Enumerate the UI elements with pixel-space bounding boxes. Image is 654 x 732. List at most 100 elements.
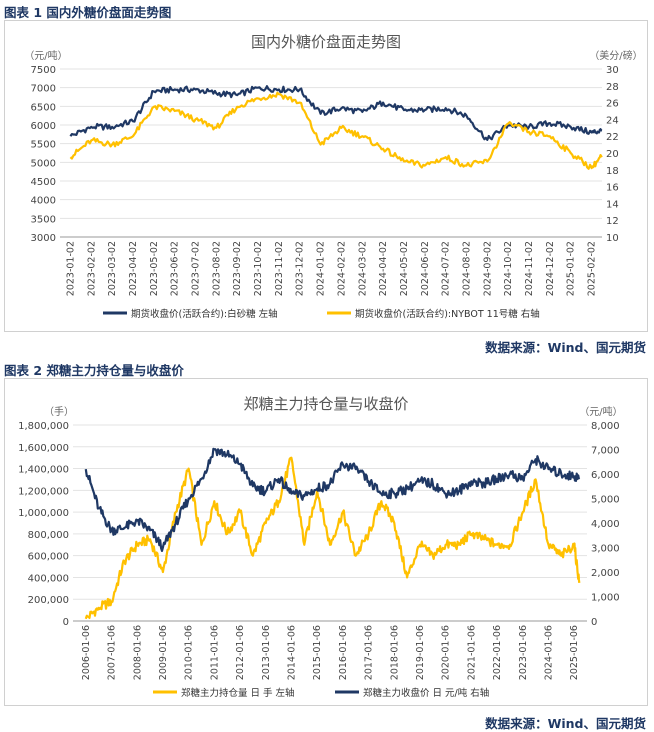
figure2-panel: 郑糖主力持仓量与收盘价 （手） （元/吨） 0 200,000 400,000 600,00…: [4, 378, 648, 706]
fig1-left-tick-label: 6000: [31, 121, 56, 132]
fig1-x-tick-label: 2024-06-02: [420, 241, 431, 296]
fig2-right-tick-label: 3,000: [591, 544, 620, 555]
fig1-x-tick-label: 2023-08-02: [211, 241, 222, 296]
fig1-x-tick-label: 2023-12-02: [295, 241, 306, 296]
fig2-left-tick-label: 0: [63, 617, 69, 628]
fig2-right-tick-label: 8,000: [591, 421, 620, 432]
fig1-left-tick-label: 4000: [31, 196, 56, 207]
fig1-legend-label-1: 期货收盘价(活跃合约):白砂糖 左轴: [131, 308, 278, 320]
fig1-title: 国内外糖价盘面走势图: [251, 33, 401, 51]
fig1-left-tick-label: 3000: [31, 233, 56, 244]
fig2-x-tick-label: 2013-01-06: [261, 625, 272, 680]
fig1-right-unit: （美分/磅）: [589, 49, 642, 62]
fig2-right-tick-label: 0: [591, 617, 597, 628]
fig2-right-tick-label: 6,000: [591, 470, 620, 481]
fig1-right-tick-label: 24: [606, 115, 619, 126]
fig1-x-tick-label: 2024-09-02: [482, 241, 493, 296]
fig2-x-tick-label: 2016-01-06: [338, 625, 349, 680]
fig1-right-tick-label: 18: [606, 166, 619, 177]
fig2-x-tick-label: 2006-01-06: [81, 625, 92, 680]
fig1-series-2-line: [69, 91, 603, 170]
fig1-left-tick-label: 7000: [31, 84, 56, 95]
fig2-left-tick-label: 1,800,000: [18, 421, 69, 432]
fig1-right-tick-label: 22: [606, 132, 619, 143]
fig2-right-tick-label: 5,000: [591, 495, 620, 506]
fig1-x-tick-label: 2024-01-02: [316, 241, 327, 296]
fig1-right-tick-label: 10: [606, 233, 619, 244]
fig1-right-tick-label: 28: [606, 82, 619, 93]
fig2-right-tick-label: 7,000: [591, 446, 620, 457]
fig1-x-tick-label: 2023-06-02: [170, 241, 181, 296]
fig1-x-tick-label: 2024-12-02: [545, 241, 556, 296]
fig2-x-tick-label: 2017-01-06: [364, 625, 375, 680]
fig1-left-tick-label: 5500: [31, 140, 56, 151]
fig2-x-tick-label: 2011-01-06: [209, 625, 220, 680]
fig1-x-tick-label: 2024-02-02: [336, 241, 347, 296]
fig2-x-tick-label: 2019-01-06: [415, 625, 426, 680]
fig1-x-tick-label: 2023-01-02: [65, 241, 76, 296]
fig2-x-tick-label: 2015-01-06: [312, 625, 323, 680]
fig2-right-tick-label: 2,000: [591, 568, 620, 579]
fig1-x-tick-label: 2024-07-02: [441, 241, 452, 296]
fig2-x-tick-label: 2021-01-06: [466, 625, 477, 680]
fig2-left-tick-label: 400,000: [28, 573, 69, 584]
figure2-source: 数据来源：Wind、国元期货: [485, 716, 646, 731]
fig2-legend-label-2: 郑糖主力收盘价 日 元/吨 右轴: [363, 687, 489, 699]
fig2-left-tick-label: 1,200,000: [18, 486, 69, 497]
fig2-left-tick-label: 600,000: [28, 552, 69, 563]
fig2-title: 郑糖主力持仓量与收盘价: [243, 395, 408, 413]
fig1-right-tick-label: 14: [606, 199, 619, 210]
figure1-panel: 国内外糖价盘面走势图 （元/吨） （美分/磅） 3000 3500 4000 4500 500…: [4, 20, 648, 332]
fig2-series-1-line: [84, 456, 581, 620]
fig1-right-tick-label: 20: [606, 149, 619, 160]
fig1-x-tick-label: 2024-04-02: [378, 241, 389, 296]
fig1-x-tick-label: 2023-07-02: [191, 241, 202, 296]
fig2-x-tick-label: 2024-01-06: [543, 625, 554, 680]
figure1-chart: 国内外糖价盘面走势图 （元/吨） （美分/磅） 3000 3500 4000 4500 500…: [24, 33, 642, 320]
fig2-x-tick-label: 2020-01-06: [441, 625, 452, 680]
fig1-left-tick-label: 3500: [31, 214, 56, 225]
fig1-right-tick-label: 16: [606, 183, 619, 194]
fig2-right-unit: （元/吨）: [579, 405, 622, 418]
fig2-x-tick-label: 2022-01-06: [492, 625, 503, 680]
fig1-left-unit: （元/吨）: [24, 49, 67, 62]
fig2-left-tick-label: 1,400,000: [18, 465, 69, 476]
fig1-left-tick-label: 4500: [31, 177, 56, 188]
fig2-left-tick-label: 1,000,000: [18, 508, 69, 519]
fig2-x-tick-label: 2018-01-06: [389, 625, 400, 680]
fig1-left-tick-label: 7500: [31, 65, 56, 76]
fig2-left-tick-label: 800,000: [28, 530, 69, 541]
fig2-x-tick-label: 2025-01-06: [569, 625, 580, 680]
fig1-left-tick-label: 6500: [31, 102, 56, 113]
fig1-right-tick-label: 30: [606, 65, 619, 76]
fig2-right-tick-label: 4,000: [591, 519, 620, 530]
figure2-chart: 郑糖主力持仓量与收盘价 （手） （元/吨） 0 200,000 400,000 600,00…: [18, 395, 623, 699]
fig1-x-tick-label: 2023-11-02: [274, 241, 285, 296]
figure1-source: 数据来源：Wind、国元期货: [485, 340, 646, 355]
fig1-x-tick-label: 2024-03-02: [357, 241, 368, 296]
fig2-x-tick-label: 2012-01-06: [235, 625, 246, 680]
fig1-x-tick-label: 2023-09-02: [232, 241, 243, 296]
fig2-left-tick-label: 200,000: [28, 595, 69, 606]
fig1-x-tick-label: 2023-10-02: [253, 241, 264, 296]
figure1-caption: 图表 1 国内外糖价盘面走势图: [4, 5, 172, 20]
fig2-x-tick-label: 2014-01-06: [286, 625, 297, 680]
fig2-x-tick-label: 2023-01-06: [518, 625, 529, 680]
fig1-x-tick-label: 2023-02-02: [86, 241, 97, 296]
fig1-left-tick-label: 5000: [31, 158, 56, 169]
fig1-x-tick-label: 2025-02-02: [587, 241, 598, 296]
fig1-x-tick-label: 2023-03-02: [107, 241, 118, 296]
fig1-x-tick-label: 2024-08-02: [462, 241, 473, 296]
fig2-x-tick-label: 2009-01-06: [158, 625, 169, 680]
fig1-x-tick-label: 2024-10-02: [503, 241, 514, 296]
fig2-legend-label-1: 郑糖主力持仓量 日 手 左轴: [181, 687, 295, 699]
fig1-x-tick-label: 2023-05-02: [149, 241, 160, 296]
fig2-x-tick-label: 2010-01-06: [184, 625, 195, 680]
fig2-left-unit: （手）: [44, 405, 74, 418]
fig1-x-tick-label: 2023-04-02: [128, 241, 139, 296]
fig1-right-tick-label: 12: [606, 216, 619, 227]
fig1-x-tick-label: 2025-01-02: [566, 241, 577, 296]
fig1-right-tick-label: 26: [606, 99, 619, 110]
figure2-caption: 图表 2 郑糖主力持仓量与收盘价: [4, 363, 184, 378]
fig2-right-tick-label: 1,000: [591, 593, 620, 604]
